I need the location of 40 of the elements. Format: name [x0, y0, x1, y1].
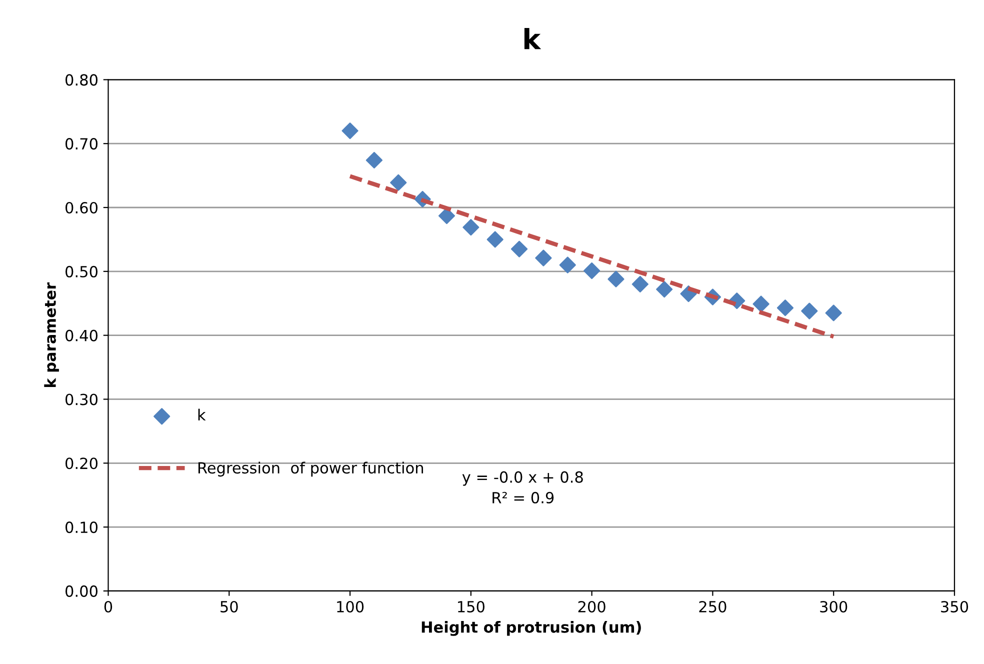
annotation: y = -0.0 x + 0.8 R² = 0.9: [462, 471, 583, 504]
y-tick-label: 0.10: [66, 522, 98, 534]
legend-label: k: [198, 408, 206, 420]
x-tick-label: 100: [337, 600, 364, 613]
y-tick-label: 0.20: [66, 458, 98, 470]
point: [608, 270, 624, 288]
y-tick-label: 0.70: [66, 138, 98, 150]
point: [535, 250, 552, 266]
x-tick-label: 200: [578, 600, 606, 613]
y-tick-label: 0.30: [66, 394, 98, 406]
y-tick-label: 0.80: [66, 74, 98, 86]
y-tick-label: 0.40: [66, 330, 98, 342]
point: [510, 240, 528, 258]
legend-label: Regression of power function: [198, 462, 424, 477]
point: [342, 122, 358, 140]
point: [559, 256, 576, 274]
point: [486, 231, 504, 248]
point: [656, 281, 673, 298]
x-tick-label: 250: [699, 600, 726, 613]
x-tick-label: 150: [458, 600, 484, 613]
point: [752, 296, 770, 312]
y-tick-label: 0.60: [66, 202, 98, 214]
x-tick-label: 0: [104, 600, 112, 613]
x-tick-label: 350: [941, 600, 968, 613]
x-axis-title: Height of protrusion (um): [422, 621, 641, 636]
point: [462, 219, 480, 236]
chart-title: k: [524, 28, 542, 50]
point: [584, 262, 600, 280]
point: [438, 208, 456, 224]
point: [825, 304, 842, 322]
x-tick-label: 300: [820, 600, 848, 613]
y-tick-label: 0.00: [66, 585, 98, 597]
y-tick-label: 0.50: [66, 266, 98, 278]
point: [366, 152, 383, 169]
point: [801, 302, 818, 320]
y-axis-title: k parameter: [44, 282, 59, 388]
point: [390, 174, 407, 191]
point: [776, 300, 794, 316]
x-tick-label: 50: [220, 600, 238, 613]
point: [632, 276, 648, 292]
